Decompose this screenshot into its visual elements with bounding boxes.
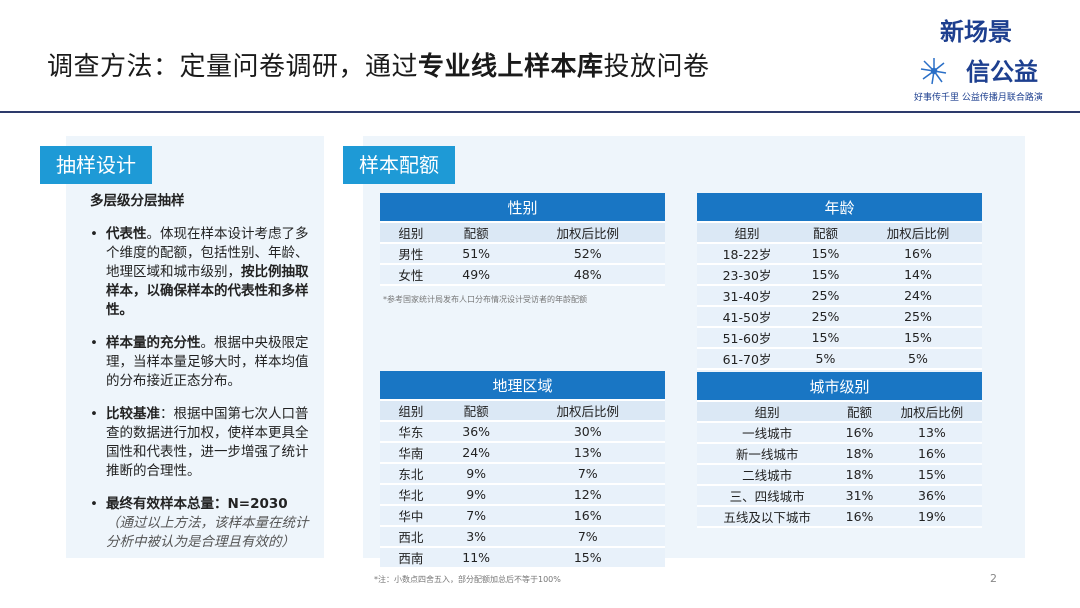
sample-quota-tag: 样本配额	[343, 146, 455, 184]
table-row: 二线城市 18% 15%	[697, 464, 982, 486]
age-table-title: 年龄	[697, 193, 982, 223]
table-row: 三、四线城市 31% 36%	[697, 485, 982, 507]
page-number: 2	[990, 572, 997, 585]
bullet-dot-icon: •	[90, 406, 98, 422]
col-header: 组别	[697, 222, 797, 244]
table-row: 华东 36% 30%	[380, 421, 665, 443]
table-row: 18-22岁 15% 16%	[697, 243, 982, 265]
col-header: 加权后比例	[510, 400, 665, 422]
logo-line2: 信公益	[966, 57, 1038, 86]
table-row: 西南 11% 15%	[380, 547, 665, 569]
col-header: 加权后比例	[510, 222, 665, 244]
gender-table-title: 性别	[380, 193, 665, 223]
sampling-design-panel	[66, 136, 324, 558]
table-row: 华南 24% 13%	[380, 442, 665, 464]
table-row: 男性 51% 52%	[380, 243, 665, 265]
col-header: 配额	[441, 222, 511, 244]
table-row: 东北 9% 7%	[380, 463, 665, 485]
table-row: 女性 49% 48%	[380, 264, 665, 286]
bullet-benchmark: • 比较基准：根据中国第七次人口普查的数据进行加权，使样本更具全国性和代表性，进…	[90, 406, 309, 479]
title-text: 调查方法：定量问卷调研，通过	[47, 52, 419, 82]
table-row: 西北 3% 7%	[380, 526, 665, 548]
col-header: 加权后比例	[853, 222, 982, 244]
page-title: 调查方法：定量问卷调研，通过专业线上样本库投放问卷	[47, 46, 710, 83]
sampling-subtitle: 多层级分层抽样	[90, 193, 185, 209]
sampling-design-tag: 抽样设计	[40, 146, 152, 184]
gender-note: *参考国家统计局发布人口分布情况设计受访者的年龄配额	[383, 295, 587, 304]
bullet-sample-size: • 样本量的充分性。根据中央极限定理，当样本量足够大时，样本均值的分布接近正态分…	[90, 335, 309, 389]
bullet-dot-icon: •	[90, 335, 98, 351]
table-row: 华北 9% 12%	[380, 484, 665, 506]
logo-graphic: 新场景 信公益 好事传千里 公益传播月联合路演	[914, 17, 1043, 103]
region-table-title: 地理区域	[380, 371, 665, 401]
table-row: 31-40岁 25% 24%	[697, 285, 982, 307]
table-row: 23-30岁 15% 14%	[697, 264, 982, 286]
table-row: 五线及以下城市 16% 19%	[697, 506, 982, 528]
bullet-dot-icon: •	[90, 496, 98, 512]
col-header: 组别	[380, 222, 442, 244]
bullet-representativeness: • 代表性。体现在样本设计考虑了多个维度的配额，包括性别、年龄、地理区域和城市级…	[90, 226, 309, 318]
col-header: 组别	[380, 400, 442, 422]
table-row: 41-50岁 25% 25%	[697, 306, 982, 328]
bullet-final-sample: • 最终有效样本总量：N=2030 （通过以上方法，该样本量在统计分析中被认为是…	[90, 496, 309, 550]
city-table: 城市级别 组别 配额 加权后比例 一线城市 16% 13% 新一线城市 18% 16% …	[697, 372, 982, 528]
table-row: 华中 7% 16%	[380, 505, 665, 527]
sampling-design-content: 多层级分层抽样 • 代表性。体现在样本设计考虑了多个维度的配额，包括性别、年龄、…	[90, 192, 320, 566]
table-row: 51-60岁 15% 15%	[697, 327, 982, 349]
region-table: 地理区域 组别 配额 加权后比例 华东 36% 30% 华南 24% 13% 东北 9% 7…	[380, 371, 665, 569]
logo: 新场景 信公益 好事传千里 公益传播月联合路演	[912, 6, 1072, 108]
title-emphasis: 专业线上样本库	[418, 52, 604, 82]
age-table: 年龄 组别 配额 加权后比例 18-22岁 15% 16% 23-30岁 15% 14%…	[697, 193, 982, 370]
col-header: 配额	[441, 400, 511, 422]
title-text-end: 投放问卷	[603, 52, 710, 82]
footnote: *注：小数点四舍五入，部分配额加总后不等于100%	[374, 575, 561, 584]
header-divider	[0, 111, 1080, 113]
logo-line1: 新场景	[940, 17, 1012, 46]
col-header: 组别	[697, 401, 838, 423]
firework-icon	[920, 58, 947, 85]
bullet-dot-icon: •	[90, 226, 98, 242]
table-row: 新一线城市 18% 16%	[697, 443, 982, 465]
table-row: 一线城市 16% 13%	[697, 422, 982, 444]
gender-table: 性别 组别 配额 加权后比例 男性 51% 52% 女性 49% 48%	[380, 193, 665, 286]
col-header: 配额	[837, 401, 882, 423]
city-table-title: 城市级别	[697, 372, 982, 402]
col-header: 配额	[797, 222, 854, 244]
col-header: 加权后比例	[881, 401, 982, 423]
logo-line3: 好事传千里 公益传播月联合路演	[914, 91, 1043, 103]
table-row: 61-70岁 5% 5%	[697, 348, 982, 370]
